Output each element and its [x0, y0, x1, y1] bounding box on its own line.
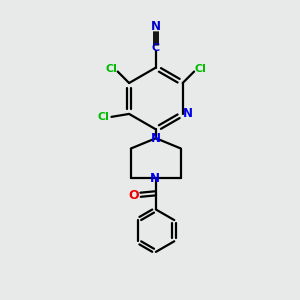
Text: Cl: Cl [97, 112, 109, 122]
Text: O: O [129, 189, 140, 202]
Text: C: C [152, 43, 160, 52]
Text: N: N [183, 107, 193, 120]
Text: N: N [151, 20, 161, 33]
Text: N: N [150, 172, 160, 185]
Text: N: N [151, 132, 161, 145]
Text: Cl: Cl [105, 64, 117, 74]
Text: Cl: Cl [195, 64, 206, 74]
